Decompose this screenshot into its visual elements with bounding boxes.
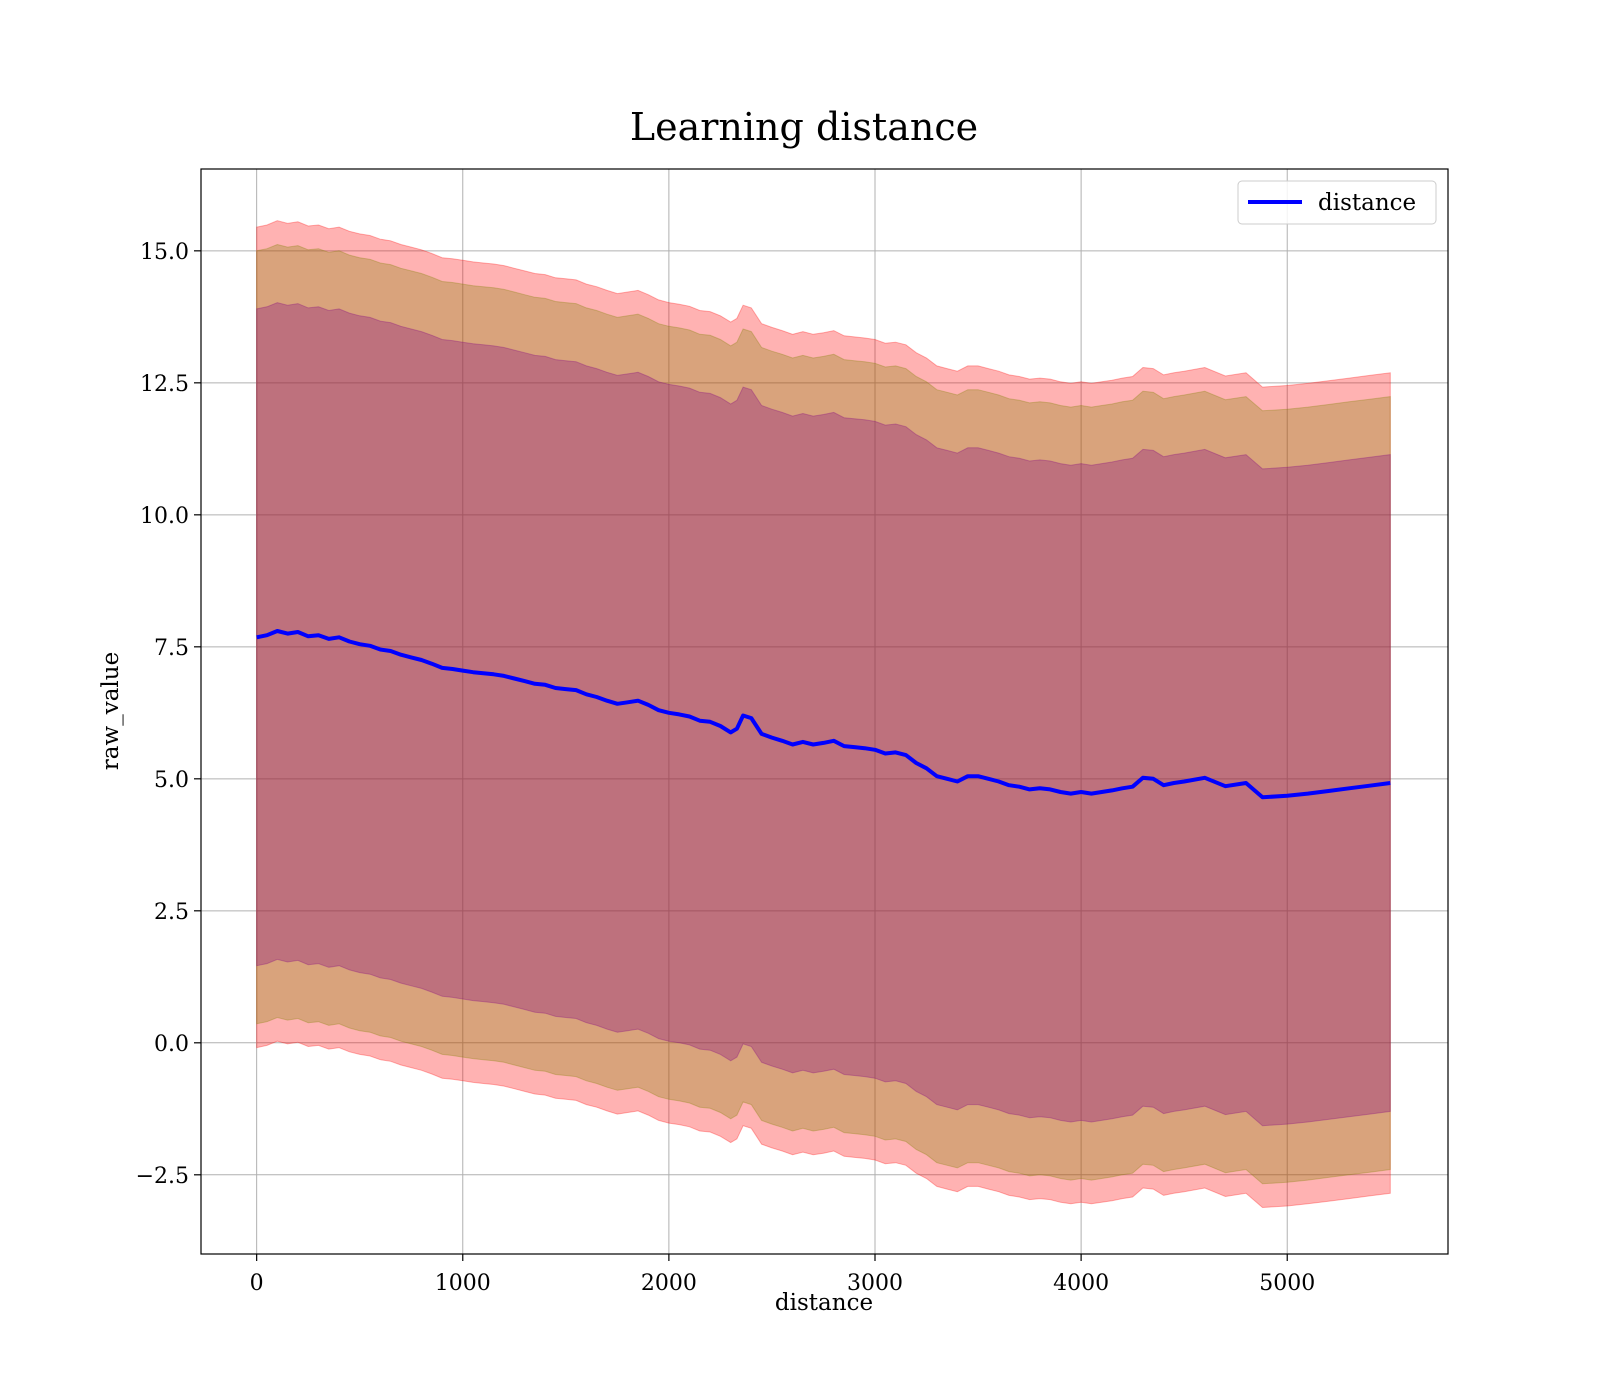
series-lines — [256, 629, 1391, 800]
plot-frame — [200, 168, 1449, 1255]
x-tick-label: 1000 — [435, 1271, 491, 1296]
legend-box — [1237, 180, 1437, 225]
y-axis-ticks: −2.5 0.0 2.5 5.0 7.5 10.0 12.5 15.0 — [136, 240, 201, 1189]
x-axis-ticks: 0 1000 2000 3000 4000 5000 — [250, 1254, 1315, 1296]
y-tick-label: 10.0 — [140, 504, 189, 529]
y-tick-label: 2.5 — [154, 900, 189, 925]
x-tick-label: 3000 — [847, 1271, 903, 1296]
series-line-distance — [256, 629, 1391, 800]
confidence-band-1 — [256, 220, 1391, 1209]
y-axis-label: raw_value — [98, 652, 124, 770]
y-tick-label: 7.5 — [154, 636, 189, 661]
x-axis-label: distance — [775, 1290, 873, 1316]
y-tick-label: 12.5 — [140, 372, 189, 397]
y-tick-label: −2.5 — [136, 1164, 189, 1189]
y-tick-label: 15.0 — [140, 240, 189, 265]
confidence-bands — [256, 220, 1391, 1209]
confidence-band-3 — [256, 302, 1391, 1127]
x-tick-label: 0 — [250, 1271, 264, 1296]
x-tick-label: 2000 — [641, 1271, 697, 1296]
y-tick-label: 0.0 — [154, 1032, 189, 1057]
x-tick-label: 5000 — [1259, 1271, 1315, 1296]
x-tick-label: 4000 — [1053, 1271, 1109, 1296]
chart-title: Learning distance — [630, 105, 978, 149]
y-tick-label: 5.0 — [154, 768, 189, 793]
confidence-band-2 — [256, 243, 1391, 1185]
legend: distance — [1237, 180, 1437, 225]
legend-label-distance: distance — [1318, 190, 1416, 216]
